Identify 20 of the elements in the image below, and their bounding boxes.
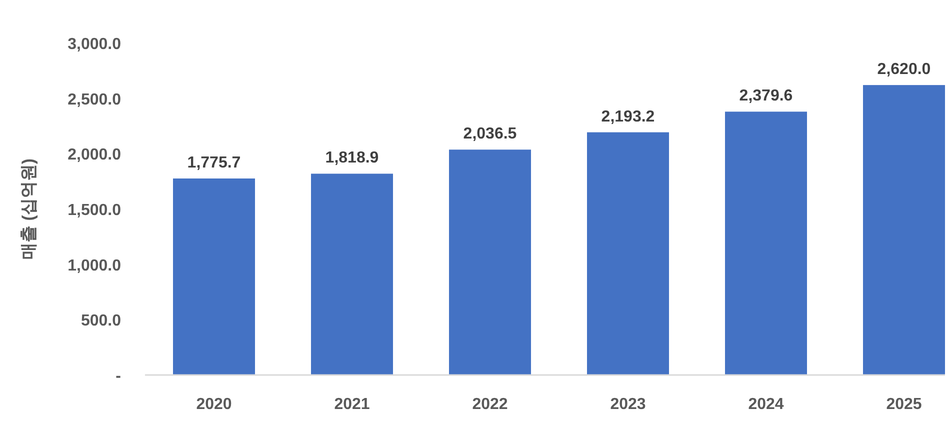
ytick: 1,000.0	[68, 257, 121, 274]
data-label: 1,818.9	[325, 150, 379, 167]
data-label: 2,036.5	[463, 126, 517, 143]
x-tick-label: 2022	[472, 396, 508, 413]
ytick: 500.0	[80, 312, 121, 330]
x-tick-label: 2025	[886, 396, 922, 413]
ytick: 3,000.0	[68, 36, 121, 53]
y-axis-title: 매출 (십억원)	[19, 158, 38, 260]
x-tick-label: 2021	[334, 396, 370, 413]
data-label: 1,775.7	[187, 154, 241, 172]
data-label: 2,379.6	[739, 88, 793, 105]
data-label: 2,193.2	[601, 108, 655, 126]
x-tick-label: 2023	[610, 396, 646, 413]
data-label: 2,620.0	[877, 61, 931, 78]
ytick: 2,500.0	[68, 91, 121, 108]
x-tick-label: 2024	[748, 396, 784, 413]
ytick: -	[116, 368, 121, 385]
ytick: 2,000.0	[68, 146, 121, 164]
ytick: 1,500.0	[68, 202, 121, 219]
x-tick-label: 2020	[196, 396, 232, 413]
